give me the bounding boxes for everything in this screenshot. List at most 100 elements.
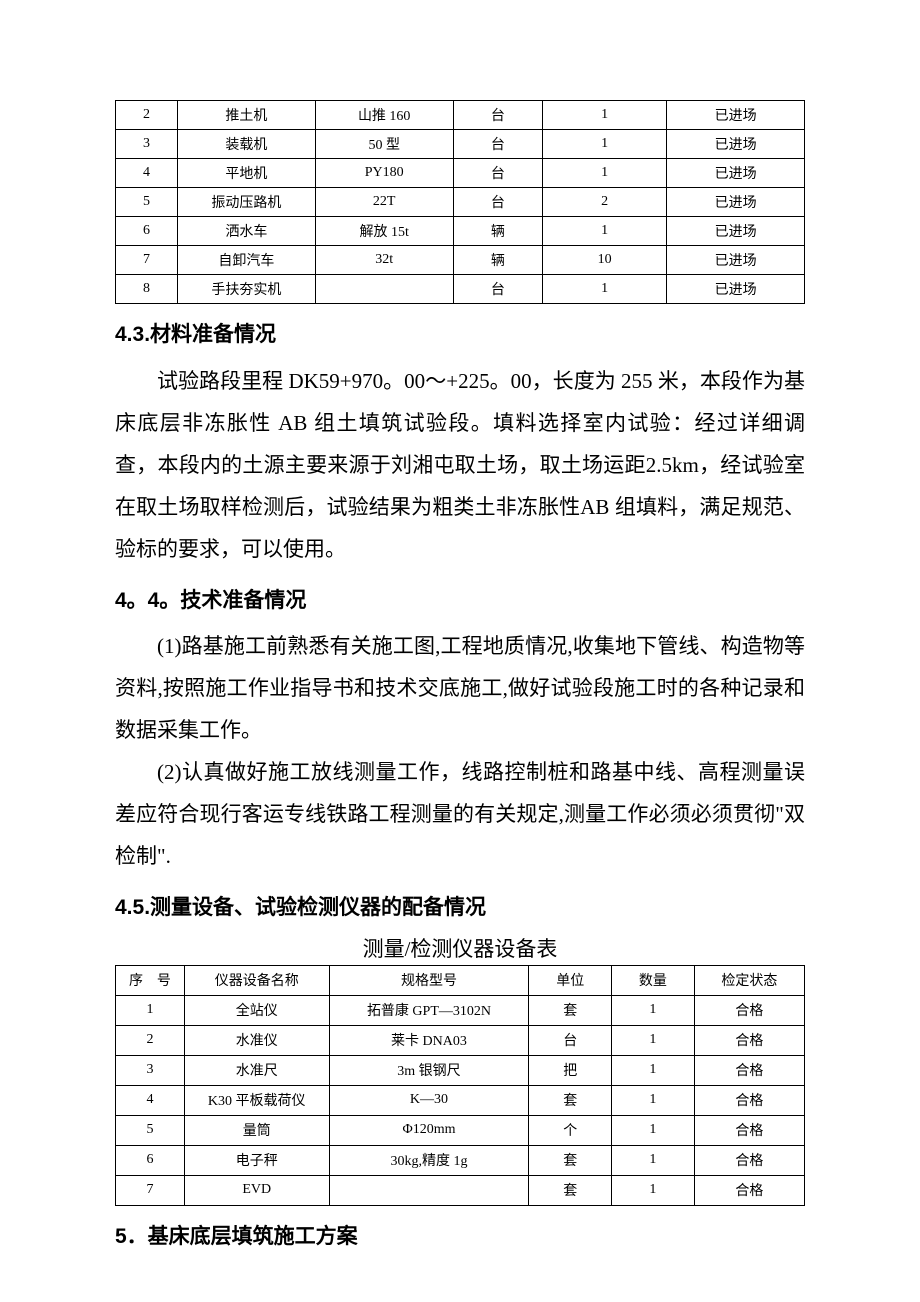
table-cell: 2	[543, 188, 667, 217]
table-cell: 拓普康 GPT—3102N	[329, 995, 529, 1025]
table-cell: 合格	[694, 1175, 804, 1205]
table-cell: 1	[612, 1175, 695, 1205]
table-header-cell: 数量	[612, 965, 695, 995]
table-cell: 3m 银钢尺	[329, 1055, 529, 1085]
table-cell: 1	[612, 1025, 695, 1055]
table-cell: 1	[543, 101, 667, 130]
table-cell: 装载机	[178, 130, 316, 159]
table-cell: 台	[453, 188, 543, 217]
table-cell: 已进场	[667, 217, 805, 246]
table-cell: 1	[543, 217, 667, 246]
heading-5: 5．基床底层填筑施工方案	[115, 1220, 805, 1254]
table-cell: 莱卡 DNA03	[329, 1025, 529, 1055]
table-cell: PY180	[315, 159, 453, 188]
table-row: 1全站仪拓普康 GPT—3102N套1合格	[116, 995, 805, 1025]
table-cell: 30kg,精度 1g	[329, 1145, 529, 1175]
table-cell: 10	[543, 246, 667, 275]
table-cell: 台	[529, 1025, 612, 1055]
table-cell: 1	[116, 995, 185, 1025]
table-cell: 合格	[694, 1115, 804, 1145]
instrument-table: 序 号仪器设备名称规格型号单位数量检定状态 1全站仪拓普康 GPT—3102N套…	[115, 965, 805, 1206]
table-cell: 台	[453, 130, 543, 159]
table-row: 3装载机50 型台1已进场	[116, 130, 805, 159]
table-cell: 7	[116, 1175, 185, 1205]
table-row: 8手扶夯实机台1已进场	[116, 275, 805, 304]
table-cell: 3	[116, 130, 178, 159]
table-cell: 1	[543, 130, 667, 159]
table-cell: 已进场	[667, 130, 805, 159]
table-cell: 水准尺	[184, 1055, 329, 1085]
table-cell: 台	[453, 101, 543, 130]
table-cell: 山推 160	[315, 101, 453, 130]
table-cell: 5	[116, 1115, 185, 1145]
table-row: 6洒水车解放 15t辆1已进场	[116, 217, 805, 246]
table-cell: 已进场	[667, 275, 805, 304]
table-cell: 已进场	[667, 101, 805, 130]
table-cell: 7	[116, 246, 178, 275]
table-cell: K—30	[329, 1085, 529, 1115]
table-cell: 已进场	[667, 188, 805, 217]
table-cell: 6	[116, 217, 178, 246]
table-cell: 台	[453, 275, 543, 304]
table-row: 7EVD 套1合格	[116, 1175, 805, 1205]
table-header-cell: 仪器设备名称	[184, 965, 329, 995]
table-cell: 1	[612, 1055, 695, 1085]
table-cell: 合格	[694, 1145, 804, 1175]
heading-4-4: 4。4。技术准备情况	[115, 584, 805, 618]
table-cell: 自卸汽车	[178, 246, 316, 275]
table-cell: 4	[116, 1085, 185, 1115]
table-header-cell: 检定状态	[694, 965, 804, 995]
table-row: 4K30 平板载荷仪K—30套1合格	[116, 1085, 805, 1115]
table-cell: 5	[116, 188, 178, 217]
table-cell: 手扶夯实机	[178, 275, 316, 304]
table-cell: 个	[529, 1115, 612, 1145]
table-cell: 1	[543, 275, 667, 304]
table-cell: 辆	[453, 246, 543, 275]
table-cell: 振动压路机	[178, 188, 316, 217]
table-cell: 洒水车	[178, 217, 316, 246]
table-cell: 推土机	[178, 101, 316, 130]
table-header-cell: 序 号	[116, 965, 185, 995]
equipment-table: 2推土机山推 160台1已进场3装载机50 型台1已进场4平地机PY180台1已…	[115, 100, 805, 304]
table-cell: 套	[529, 1085, 612, 1115]
table-row: 3水准尺3m 银钢尺把1合格	[116, 1055, 805, 1085]
heading-4-3: 4.3.材料准备情况	[115, 318, 805, 352]
table-cell: 1	[612, 995, 695, 1025]
table-cell: 合格	[694, 995, 804, 1025]
table-cell: 套	[529, 1145, 612, 1175]
table-cell: 全站仪	[184, 995, 329, 1025]
table-cell: 套	[529, 1175, 612, 1205]
table-row: 5振动压路机22T台2已进场	[116, 188, 805, 217]
table-cell: 解放 15t	[315, 217, 453, 246]
table2-caption: 测量/检测仪器设备表	[115, 933, 805, 963]
table-cell: 台	[453, 159, 543, 188]
table-cell	[315, 275, 453, 304]
table-header-cell: 规格型号	[329, 965, 529, 995]
paragraph-4-4-2: (2)认真做好施工放线测量工作，线路控制桩和路基中线、高程测量误差应符合现行客运…	[115, 751, 805, 877]
table-cell: EVD	[184, 1175, 329, 1205]
table-cell: 22T	[315, 188, 453, 217]
table-cell: 辆	[453, 217, 543, 246]
table-cell: 3	[116, 1055, 185, 1085]
table-cell: 平地机	[178, 159, 316, 188]
table-cell: 合格	[694, 1055, 804, 1085]
table-row: 4平地机PY180台1已进场	[116, 159, 805, 188]
table-row: 6电子秤30kg,精度 1g套1合格	[116, 1145, 805, 1175]
table-row: 5量筒Φ120mm个1合格	[116, 1115, 805, 1145]
table-row: 2推土机山推 160台1已进场	[116, 101, 805, 130]
table-cell: 套	[529, 995, 612, 1025]
table-row: 2水准仪莱卡 DNA03台1合格	[116, 1025, 805, 1055]
table-cell: 1	[543, 159, 667, 188]
table-cell: 1	[612, 1115, 695, 1145]
table-cell	[329, 1175, 529, 1205]
table-cell: 水准仪	[184, 1025, 329, 1055]
table-cell: 量筒	[184, 1115, 329, 1145]
table-cell: 合格	[694, 1025, 804, 1055]
table-cell: 6	[116, 1145, 185, 1175]
table-cell: 已进场	[667, 246, 805, 275]
paragraph-4-4-1: (1)路基施工前熟悉有关施工图,工程地质情况,收集地下管线、构造物等资料,按照施…	[115, 625, 805, 751]
paragraph-4-3: 试验路段里程 DK59+970。00～+225。00，长度为 255 米，本段作…	[115, 360, 805, 570]
table-cell: 已进场	[667, 159, 805, 188]
table-cell: K30 平板载荷仪	[184, 1085, 329, 1115]
table-header-cell: 单位	[529, 965, 612, 995]
